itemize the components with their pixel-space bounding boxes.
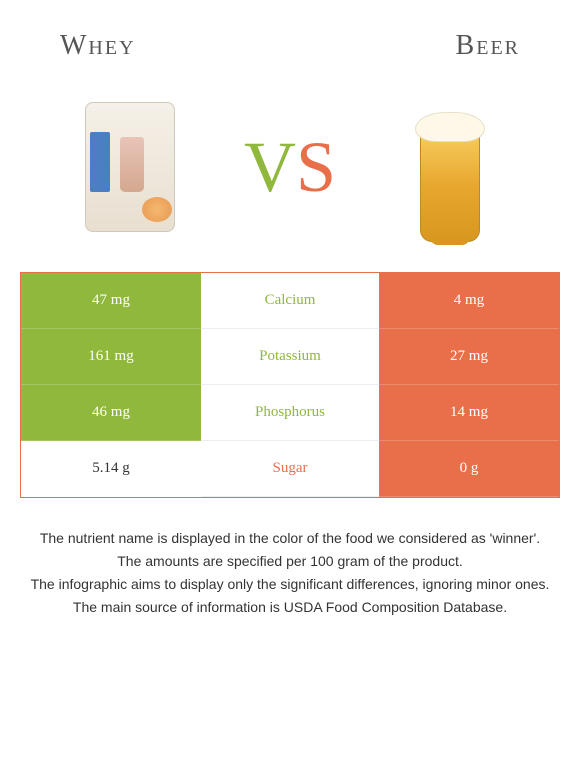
whey-image: [60, 87, 200, 247]
nutrient-label: Potassium: [201, 329, 379, 385]
footer-line-2: The amounts are specified per 100 gram o…: [30, 551, 550, 572]
right-value: 27 mg: [379, 329, 559, 385]
left-value: 47 mg: [21, 273, 201, 329]
left-title: Whey: [60, 30, 136, 62]
left-value: 5.14 g: [21, 441, 201, 497]
right-value: 14 mg: [379, 385, 559, 441]
nutrient-label: Phosphorus: [201, 385, 379, 441]
beer-image: [380, 87, 520, 247]
vs-v: V: [244, 127, 296, 207]
comparison-table: 47 mgCalcium4 mg161 mgPotassium27 mg46 m…: [20, 272, 560, 498]
footer-text: The nutrient name is displayed in the co…: [0, 498, 580, 620]
footer-line-3: The infographic aims to display only the…: [30, 574, 550, 595]
table-row: 161 mgPotassium27 mg: [21, 329, 559, 385]
left-value: 161 mg: [21, 329, 201, 385]
right-title: Beer: [456, 30, 520, 62]
right-value: 0 g: [379, 441, 559, 497]
vs-label: VS: [244, 126, 336, 209]
footer-line-4: The main source of information is USDA F…: [30, 597, 550, 618]
vs-s: S: [296, 127, 336, 207]
images-row: VS: [0, 72, 580, 272]
table-row: 5.14 gSugar0 g: [21, 441, 559, 497]
left-value: 46 mg: [21, 385, 201, 441]
right-value: 4 mg: [379, 273, 559, 329]
table-row: 46 mgPhosphorus14 mg: [21, 385, 559, 441]
footer-line-1: The nutrient name is displayed in the co…: [30, 528, 550, 549]
nutrient-label: Calcium: [201, 273, 379, 329]
table-row: 47 mgCalcium4 mg: [21, 273, 559, 329]
header: Whey Beer: [0, 0, 580, 72]
nutrient-label: Sugar: [201, 441, 379, 497]
